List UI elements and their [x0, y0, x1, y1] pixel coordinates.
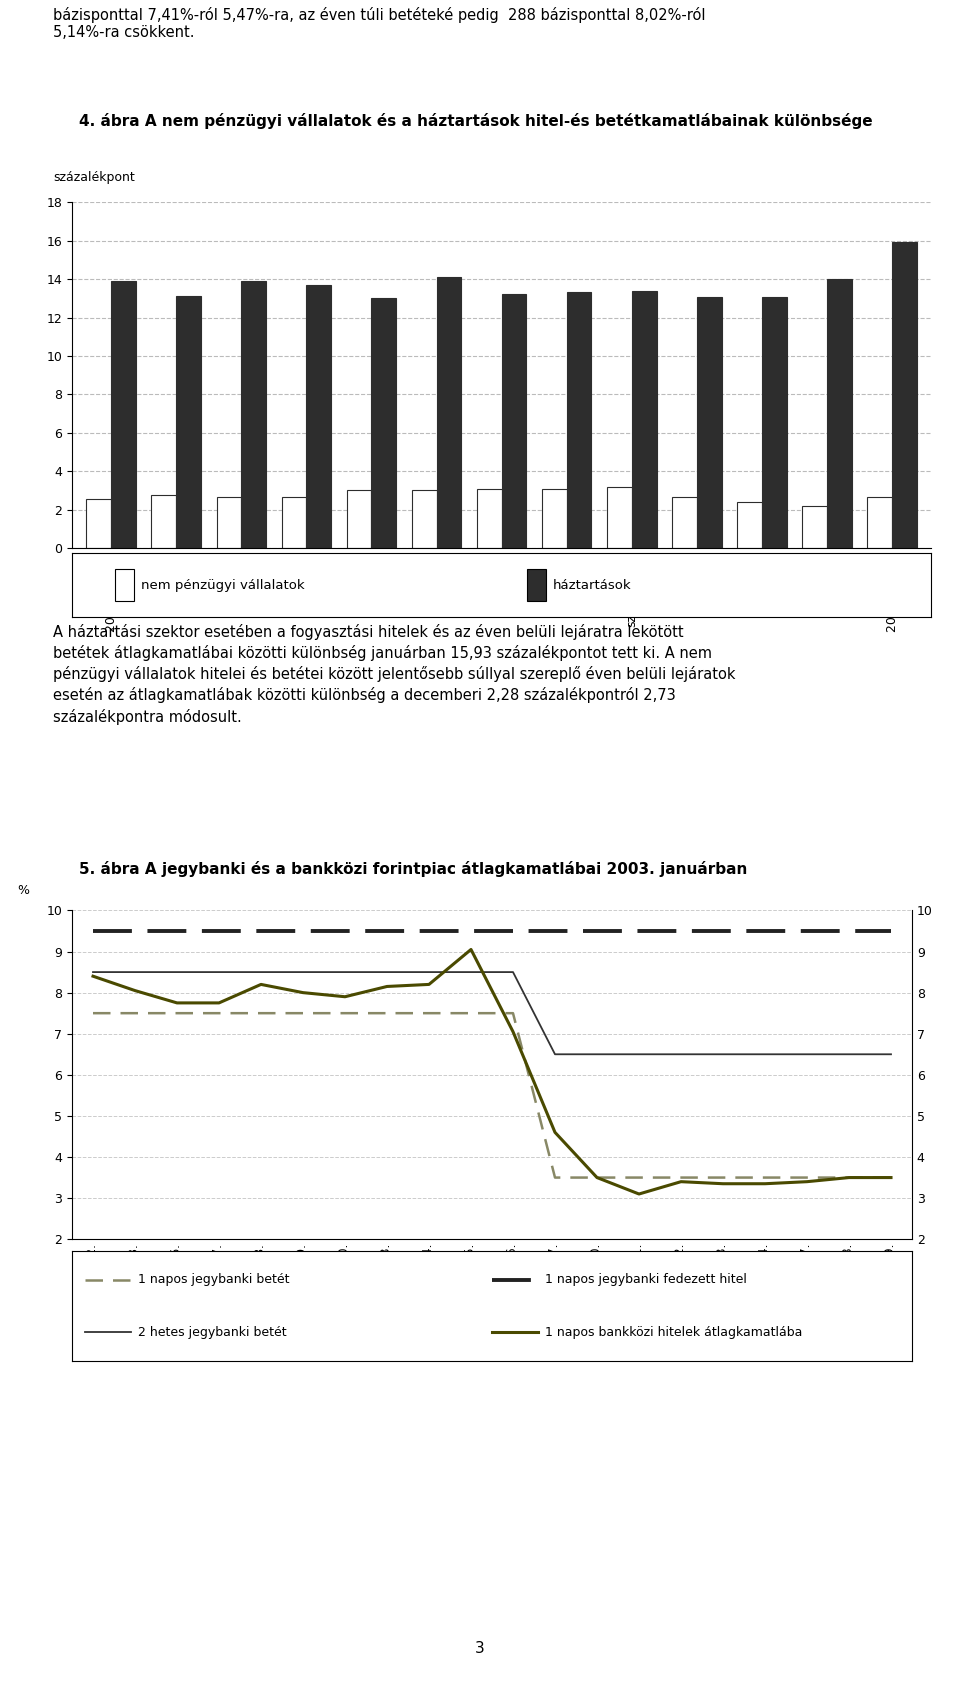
Bar [737, 502, 762, 548]
Text: %: % [17, 883, 30, 897]
Bar [632, 290, 657, 548]
Bar [892, 241, 917, 548]
Bar [803, 506, 828, 548]
Bar [281, 497, 306, 548]
Text: 5. ábra A jegybanki és a bankközi forintpiac átlagkamatlábai 2003. januárban: 5. ábra A jegybanki és a bankközi forint… [80, 862, 748, 877]
Bar [86, 499, 111, 548]
Bar [306, 285, 331, 548]
Text: 1 napos bankközi hitelek átlagkamatlába: 1 napos bankközi hitelek átlagkamatlába [545, 1325, 803, 1339]
Bar [868, 497, 892, 548]
Bar [477, 489, 501, 548]
Bar [152, 496, 176, 548]
Bar [412, 491, 437, 548]
Bar [347, 491, 372, 548]
Bar [672, 497, 697, 548]
Text: 1 napos jegybanki fedezett hitel: 1 napos jegybanki fedezett hitel [545, 1273, 747, 1286]
Bar [176, 297, 201, 548]
Text: 1 napos jegybanki betét: 1 napos jegybanki betét [137, 1273, 289, 1286]
Bar [566, 292, 591, 548]
Text: A háztartási szektor esetében a fogyasztási hitelek és az éven belüli lejáratra : A háztartási szektor esetében a fogyaszt… [53, 624, 735, 725]
Text: bázisponttal 7,41%-ról 5,47%-ra, az éven túli betéteké pedig  288 bázisponttal 8: bázisponttal 7,41%-ról 5,47%-ra, az éven… [53, 7, 706, 40]
Bar [607, 487, 632, 548]
Bar [115, 570, 133, 600]
Bar [501, 295, 526, 548]
Bar [241, 282, 266, 548]
Text: nem pénzügyi vállalatok: nem pénzügyi vállalatok [141, 578, 304, 592]
Bar [111, 282, 135, 548]
Bar [372, 298, 396, 548]
Bar [828, 280, 852, 548]
Bar [217, 497, 241, 548]
Bar [527, 570, 546, 600]
Text: százalékpont: százalékpont [53, 172, 134, 184]
Bar [542, 489, 566, 548]
Text: 2 hetes jegybanki betét: 2 hetes jegybanki betét [137, 1325, 286, 1339]
Text: háztartások: háztartások [553, 578, 632, 592]
Bar [437, 277, 461, 548]
Text: 4. ábra A nem pénzügyi vállalatok és a háztartások hitel-és betétkamatlábainak k: 4. ábra A nem pénzügyi vállalatok és a h… [80, 113, 873, 130]
Bar [697, 297, 722, 548]
Bar [762, 297, 786, 548]
Text: 3: 3 [475, 1640, 485, 1656]
